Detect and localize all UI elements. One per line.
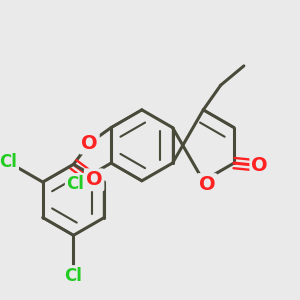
Text: O: O [251, 156, 268, 175]
Text: Cl: Cl [67, 175, 84, 193]
Text: Cl: Cl [0, 153, 16, 171]
Text: O: O [81, 134, 98, 153]
Text: Cl: Cl [64, 267, 82, 285]
Text: O: O [86, 170, 102, 189]
Text: O: O [199, 175, 215, 194]
